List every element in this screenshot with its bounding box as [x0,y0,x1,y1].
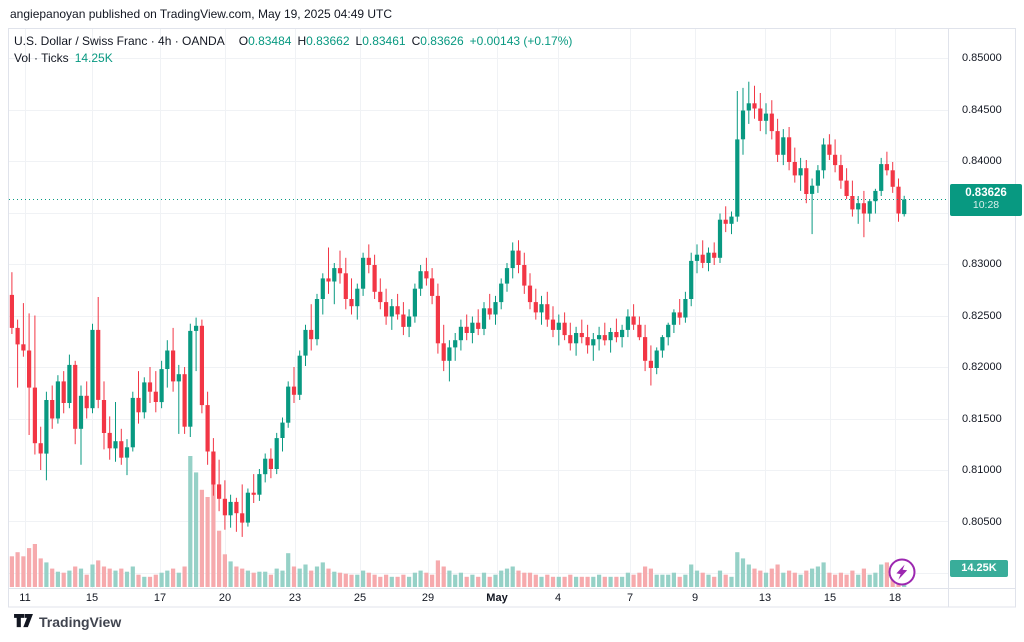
time-axis-label: 18 [888,592,902,604]
time-axis-label: 15 [85,592,99,604]
bar-countdown: 10:28 [972,199,1000,211]
open-label: O [238,34,249,48]
price-axis-label: 0.82500 [962,309,1002,322]
chart-legend: U.S. Dollar / Swiss Franc · 4h · OANDA O0… [14,33,572,66]
close-label: C [411,34,421,48]
low-label: L [355,34,363,48]
low-value: 0.83461 [362,34,406,48]
volume-badge: 14.25K [950,560,1008,577]
symbol-legend-row: U.S. Dollar / Swiss Franc · 4h · OANDA O0… [14,33,572,49]
time-axis-label: 20 [218,592,232,604]
time-axis-label: 25 [353,592,367,604]
time-axis-label: 17 [153,592,167,604]
current-price-value: 0.83626 [965,187,1007,199]
time-axis-label: 13 [758,592,772,604]
open-value: 0.83484 [248,34,292,48]
price-axis-label: 0.83000 [962,258,1002,270]
time-axis-label: 23 [288,592,302,604]
lightning-bolt-icon[interactable] [886,556,918,588]
price-axis-label: 0.84000 [962,155,1002,167]
tradingview-logo-icon[interactable] [14,613,33,630]
footer: TradingView [14,613,121,630]
time-axis-label: 11 [19,592,31,604]
time-axis-label: 15 [823,592,837,604]
time-axis[interactable]: 11 15 17 20 23 25 29 May 4 7 9 13 15 18 [0,589,948,607]
price-axis[interactable]: 0.850000.845000.840000.835000.830000.825… [948,28,1024,588]
tradingview-logo-text[interactable]: TradingView [39,613,122,630]
volume-study-value: 14.25K [74,51,113,65]
time-axis-label: May [486,592,508,604]
time-axis-label: 4 [554,592,562,604]
ohlc-values: O0.83484 H0.83662 L0.83461 C0.83626 +0.00143… [233,34,573,48]
price-axis-label: 0.81000 [962,464,1002,476]
volume-study-label[interactable]: Vol · Ticks [14,51,69,65]
volume-badge-value: 14.25K [961,562,997,574]
price-axis-label: 0.84500 [962,103,1002,116]
volume-legend-row: Vol · Ticks 14.25K [14,50,572,66]
close-value: 0.83626 [420,34,464,48]
high-value: 0.83662 [306,34,350,48]
high-label: H [297,34,307,48]
current-price-badge: 0.83626 10:28 [950,184,1022,216]
price-axis-label: 0.81500 [962,412,1002,425]
attribution-text: angiepanoyan published on TradingView.co… [10,7,393,21]
symbol-title[interactable]: U.S. Dollar / Swiss Franc · 4h · OANDA [14,34,225,48]
change-value: +0.00143 (+0.17%) [469,34,573,48]
price-axis-label: 0.82000 [962,361,1002,373]
time-axis-label: 29 [421,592,435,604]
price-axis-label: 0.80500 [962,515,1002,528]
time-axis-label: 9 [691,592,699,604]
time-axis-label: 7 [626,592,634,604]
price-axis-label: 0.85000 [962,52,1002,64]
